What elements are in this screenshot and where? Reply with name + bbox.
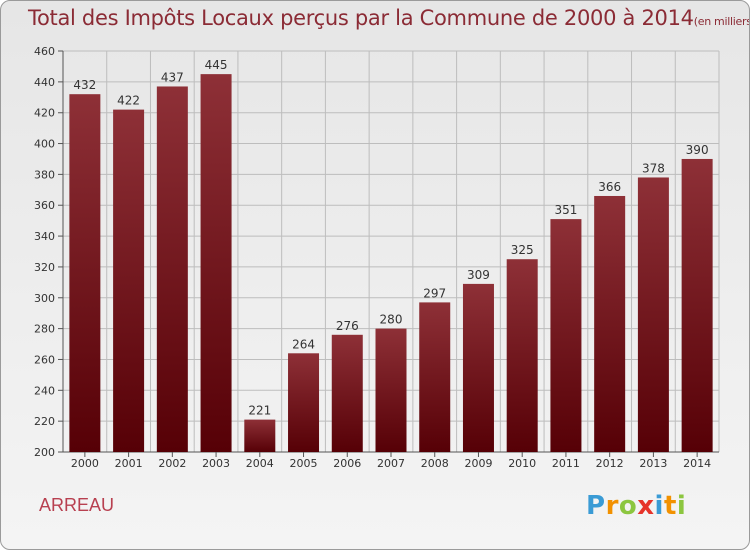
y-tick-label: 320	[34, 261, 55, 274]
bar	[156, 86, 188, 452]
bar-value-label: 280	[380, 313, 403, 327]
x-tick-label: 2009	[464, 457, 492, 470]
x-tick-label: 2014	[683, 457, 711, 470]
x-tick-label: 2003	[202, 457, 230, 470]
bar-value-label: 437	[161, 70, 184, 84]
y-tick-label: 240	[34, 384, 55, 397]
x-tick-label: 2005	[290, 457, 318, 470]
label-layer: 432 2000 422 2001 437 2002 445 2003 221 2004 264 20…	[71, 58, 711, 470]
chart-title-unit: (en milliers d'€)	[693, 15, 750, 28]
y-tick-label: 420	[34, 107, 55, 120]
bar	[331, 334, 363, 452]
bar-value-label: 309	[467, 268, 490, 282]
y-tick-label: 260	[34, 353, 55, 366]
y-tick-label: 360	[34, 199, 55, 212]
bar	[375, 328, 407, 452]
logo-letter: x	[637, 491, 655, 521]
y-tick-label: 220	[34, 415, 55, 428]
bar	[681, 158, 713, 452]
logo-letter: P	[586, 491, 606, 521]
bar-value-label: 390	[686, 143, 709, 157]
bar	[419, 302, 451, 452]
y-tick-label: 400	[34, 138, 55, 151]
bar	[288, 353, 320, 452]
bar-value-label: 297	[423, 286, 446, 300]
bar-value-label: 351	[554, 203, 577, 217]
bar	[637, 177, 669, 452]
x-tick-label: 2004	[246, 457, 274, 470]
y-tick-label: 440	[34, 76, 55, 89]
x-tick-label: 2002	[158, 457, 186, 470]
y-tick-label: 460	[34, 45, 55, 58]
bar-value-label: 325	[511, 243, 534, 257]
bar-value-label: 366	[598, 180, 621, 194]
logo-letter: r	[605, 491, 619, 521]
x-tick-label: 2012	[596, 457, 624, 470]
bar-value-label: 432	[73, 78, 96, 92]
chart-title: Total des Impôts Locaux perçus par la Co…	[28, 6, 750, 30]
bar-value-label: 276	[336, 319, 359, 333]
y-tick-label: 340	[34, 230, 55, 243]
bar	[244, 419, 276, 452]
y-tick-label: 200	[34, 446, 55, 459]
y-tick-label: 280	[34, 323, 55, 336]
bar	[69, 94, 101, 452]
bar-value-label: 445	[205, 58, 228, 72]
x-tick-label: 2006	[333, 457, 361, 470]
x-tick-label: 2011	[552, 457, 580, 470]
bar	[462, 283, 494, 452]
commune-name: ARREAU	[39, 495, 115, 515]
proxiti-logo: Proxiti	[586, 491, 686, 521]
x-tick-label: 2010	[508, 457, 536, 470]
logo-letter: o	[618, 491, 638, 521]
bar-value-label: 422	[117, 94, 140, 108]
bar	[506, 259, 538, 452]
bar-value-label: 378	[642, 161, 665, 175]
logo-letter: i	[654, 491, 664, 521]
bar	[550, 219, 582, 452]
bar-layer	[69, 74, 713, 452]
x-tick-label: 2013	[639, 457, 667, 470]
x-tick-label: 2000	[71, 457, 99, 470]
bar-value-label: 264	[292, 337, 315, 351]
y-tick-label: 380	[34, 168, 55, 181]
x-tick-label: 2007	[377, 457, 405, 470]
bar-value-label: 221	[248, 404, 271, 418]
bar	[113, 109, 145, 452]
bar	[200, 74, 232, 452]
y-tick-label: 300	[34, 292, 55, 305]
bar	[594, 195, 626, 452]
logo-letter: t	[663, 491, 677, 521]
chart-title-text: Total des Impôts Locaux perçus par la Co…	[28, 6, 694, 30]
logo-letter: i	[676, 491, 687, 521]
x-tick-label: 2008	[421, 457, 449, 470]
x-tick-label: 2001	[115, 457, 143, 470]
